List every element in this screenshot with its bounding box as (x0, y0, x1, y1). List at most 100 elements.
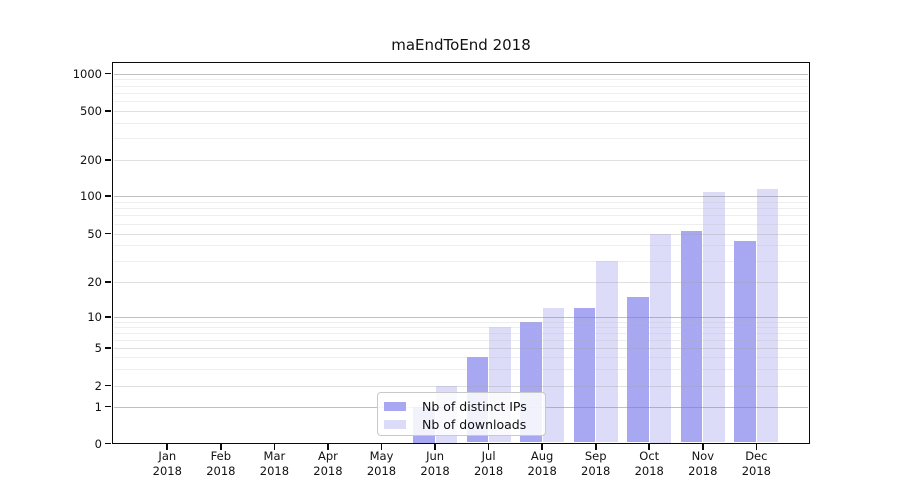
x-tick-label: May 2018 (350, 449, 414, 479)
legend-swatch-distinct-ips (384, 401, 406, 411)
grid-line (114, 160, 808, 161)
x-tick-mark (380, 444, 383, 450)
x-tick-mark (434, 444, 436, 450)
x-tick-label: Sep 2018 (564, 449, 628, 479)
chart-title: maEndToEnd 2018 (391, 36, 531, 54)
legend-entry-downloads: Nb of downloads (384, 415, 545, 433)
legend-swatch-downloads (384, 419, 406, 429)
bar-distinct-ips (627, 296, 649, 443)
legend: Nb of distinct IPs Nb of downloads (377, 392, 546, 436)
bar-downloads (649, 233, 672, 443)
grid-line-minor (114, 122, 808, 124)
x-tick-year: 2018 (634, 464, 664, 478)
grid-line-minor (114, 85, 808, 87)
bar-distinct-ips (680, 231, 703, 443)
x-tick-label: Feb 2018 (189, 449, 253, 479)
y-tick-label: 1 (94, 399, 102, 414)
y-tick-mark (105, 405, 111, 408)
x-tick-year: 2018 (366, 464, 397, 478)
grid-line (114, 317, 808, 319)
y-tick-label: 500 (80, 104, 102, 118)
grid-line-minor (114, 332, 808, 334)
x-tick-label: Jul 2018 (457, 449, 521, 479)
y-tick-label: 0 (94, 436, 102, 451)
bar-distinct-ips (734, 241, 756, 443)
x-tick-year: 2018 (473, 464, 504, 478)
y-tick-mark (105, 384, 111, 387)
x-tick-year: 2018 (420, 464, 450, 478)
y-tick-label: 2 (94, 378, 102, 393)
grid-line-minor (114, 326, 808, 328)
x-tick-label: Aug 2018 (510, 449, 574, 479)
y-tick-mark (105, 110, 111, 112)
grid-line (114, 233, 808, 235)
x-tick-year: 2018 (152, 464, 182, 478)
x-tick-mark (648, 444, 651, 450)
x-tick-year: 2018 (741, 464, 771, 478)
grid-line-minor (114, 208, 808, 210)
x-tick-label: Jan 2018 (135, 449, 199, 479)
y-tick-label: 200 (80, 153, 102, 167)
y-tick-mark (105, 281, 111, 283)
grid-line-minor (114, 215, 808, 217)
x-tick-month: Feb (210, 449, 232, 463)
bar-downloads (596, 260, 618, 443)
grid-line (114, 348, 808, 349)
x-tick-label: Mar 2018 (242, 449, 306, 479)
y-tick-mark (105, 316, 111, 318)
x-tick-mark (166, 444, 169, 450)
y-tick-mark (105, 347, 111, 349)
x-tick-label: Oct 2018 (617, 449, 681, 479)
grid-line-minor (114, 339, 808, 341)
grid-line-minor (114, 368, 808, 370)
x-tick-mark (541, 444, 543, 450)
grid-line-minor (114, 260, 808, 262)
y-tick-label: 1000 (72, 66, 102, 81)
y-tick-mark (105, 72, 111, 75)
y-tick-label: 50 (87, 226, 102, 241)
x-tick-year: 2018 (527, 464, 557, 478)
legend-label-distinct-ips: Nb of distinct IPs (422, 398, 527, 414)
x-tick-month: Jan (158, 449, 177, 463)
x-tick-year: 2018 (313, 464, 343, 478)
x-tick-month: Mar (263, 449, 286, 463)
grid-line (114, 385, 808, 387)
y-tick-label: 20 (87, 275, 102, 289)
y-tick-mark (105, 232, 111, 235)
grid-line (114, 73, 808, 75)
grid-line-minor (114, 357, 808, 359)
grid-line (114, 196, 808, 198)
y-tick-label: 100 (80, 189, 102, 203)
y-tick-label: 10 (87, 310, 102, 324)
x-tick-mark (273, 444, 276, 450)
y-tick-mark (105, 195, 111, 197)
x-tick-month: Jun (426, 449, 445, 463)
x-tick-label: Jun 2018 (403, 449, 467, 479)
grid-line-minor (114, 92, 808, 94)
x-tick-label: Apr 2018 (296, 449, 360, 479)
bar-downloads (542, 307, 565, 443)
x-tick-mark (220, 444, 222, 450)
x-tick-mark (594, 444, 597, 450)
x-tick-month: Jul (481, 449, 496, 463)
x-tick-year: 2018 (206, 464, 236, 478)
x-tick-month: Dec (745, 449, 768, 463)
y-tick-mark (105, 442, 111, 445)
grid-line (114, 111, 808, 112)
x-tick-mark (327, 444, 329, 450)
grid-line-minor (114, 245, 808, 247)
grid-line-minor (114, 79, 808, 81)
grid-line-minor (114, 201, 808, 203)
x-tick-year: 2018 (688, 464, 718, 478)
x-tick-mark (701, 444, 704, 450)
x-tick-month: Oct (639, 449, 660, 463)
bar-downloads (756, 188, 779, 443)
grid-line (114, 282, 808, 283)
x-tick-mark (487, 444, 490, 450)
x-tick-label: Dec 2018 (724, 449, 788, 479)
x-tick-year: 2018 (581, 464, 611, 478)
x-tick-month: Nov (691, 449, 715, 463)
grid-line-minor (114, 101, 808, 103)
grid-line-minor (114, 223, 808, 225)
bar-distinct-ips (573, 307, 596, 443)
